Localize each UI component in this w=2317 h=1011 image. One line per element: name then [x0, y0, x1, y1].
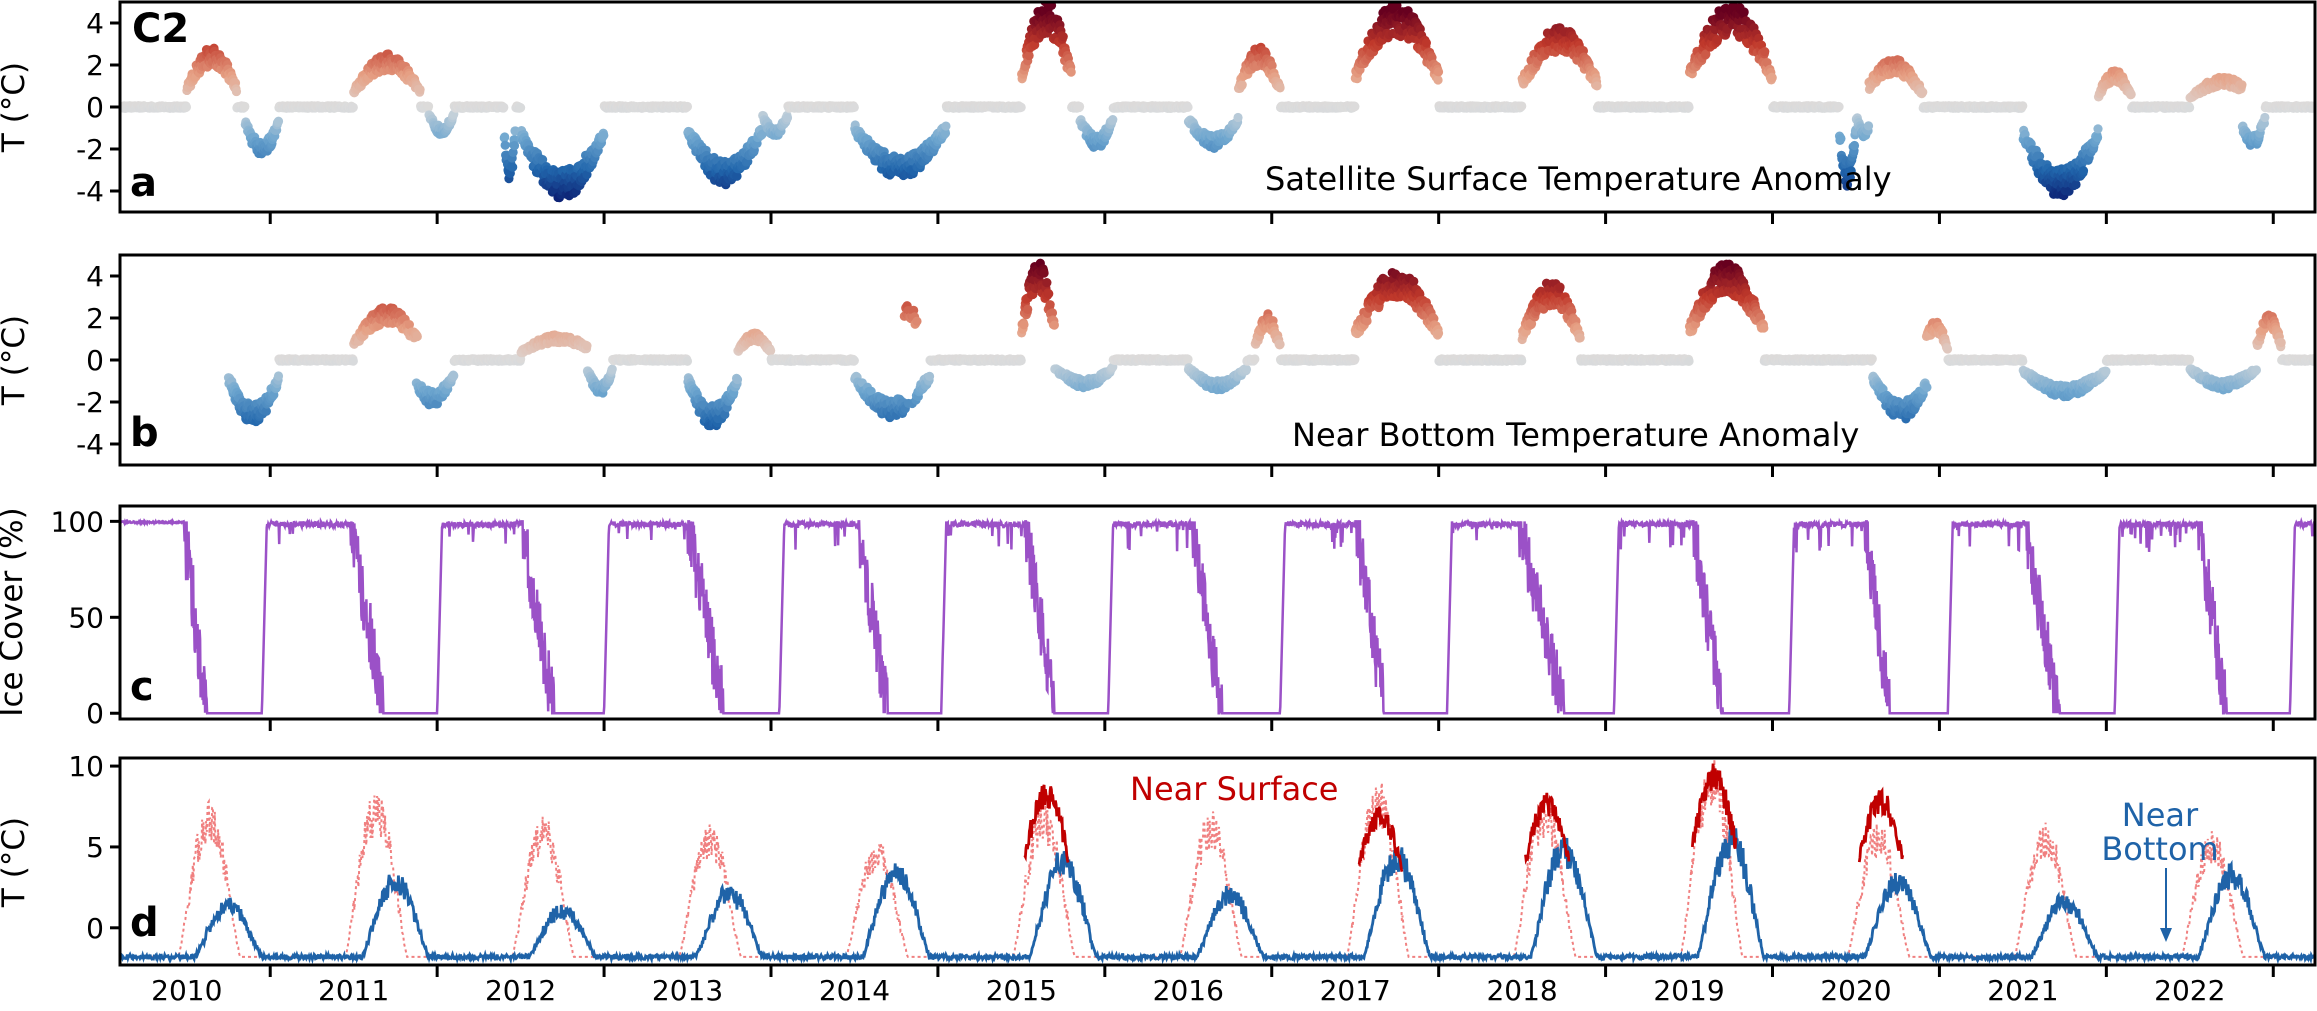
anomaly-point	[500, 132, 510, 142]
anomaly-point	[1836, 133, 1846, 144]
anomaly-point	[1849, 140, 1860, 151]
anomaly-point	[509, 140, 520, 151]
anomaly-point	[941, 121, 951, 131]
anomaly-point	[682, 101, 693, 112]
anomaly-point	[2237, 80, 2247, 90]
anomaly-point	[415, 84, 425, 95]
anomaly-point	[1108, 115, 1118, 125]
anomaly-point	[537, 155, 548, 165]
anomaly-point	[273, 116, 284, 126]
anomaly-point	[1433, 75, 1443, 85]
anomaly-point	[1684, 102, 1694, 112]
anomaly-point	[2078, 166, 2089, 176]
anomaly-point	[1024, 50, 1034, 61]
anomaly-point	[1350, 101, 1360, 112]
anomaly-point	[273, 371, 284, 381]
anomaly-point	[1275, 83, 1285, 93]
anomaly-point	[2093, 124, 2103, 134]
anomaly-point	[1834, 102, 1844, 112]
anomaly-point	[1016, 102, 1026, 112]
anomaly-point	[423, 101, 434, 111]
anomaly-point	[1592, 81, 1602, 91]
anomaly-point	[782, 113, 793, 123]
anomaly-point	[1918, 87, 1928, 97]
anomaly-point	[500, 140, 510, 150]
anomaly-point	[2092, 133, 2103, 143]
anomaly-point	[1760, 47, 1770, 57]
anomaly-point	[2018, 101, 2028, 111]
anomaly-point	[1767, 73, 1777, 83]
anomaly-point	[1517, 101, 1527, 111]
anomaly-point	[1046, 2, 1057, 10]
anomaly-point	[2071, 179, 2081, 190]
anomaly-point	[2185, 103, 2195, 113]
anomaly-point	[2126, 89, 2136, 100]
anomaly-point	[508, 147, 518, 158]
anomaly-point	[181, 102, 192, 112]
anomaly-point	[1421, 38, 1431, 48]
anomaly-point	[1183, 102, 1193, 112]
anomaly-point	[2260, 112, 2270, 123]
anomaly-point	[499, 102, 509, 112]
anomaly-point	[1237, 80, 1247, 90]
y-tick-label: 0	[86, 91, 104, 124]
anomaly-point	[348, 356, 358, 366]
anomaly-point	[1267, 60, 1277, 71]
panel-a-points	[120, 2, 2315, 203]
anomaly-point	[1058, 32, 1068, 42]
station-label: C2	[132, 6, 189, 52]
anomaly-point	[1233, 112, 1243, 123]
anomaly-point	[849, 102, 859, 112]
anomaly-point	[1739, 7, 1749, 17]
y-tick-label: -4	[76, 175, 104, 208]
anomaly-point	[940, 128, 951, 138]
panel-a: -4 -2 0 2 4 T (°C) C2 a Satellite Surface Te…	[0, 0, 2317, 224]
y-tick-label: -2	[76, 133, 104, 166]
anomaly-point	[516, 103, 526, 113]
anomaly-point	[1433, 67, 1444, 77]
anomaly-point	[348, 102, 358, 112]
anomaly-point	[1863, 121, 1874, 131]
panel-a-ylabel: T (°C)	[0, 62, 32, 153]
anomaly-point	[240, 101, 250, 112]
panel-a-letter: a	[130, 160, 157, 206]
anomaly-point	[231, 86, 242, 97]
anomaly-point	[732, 171, 742, 181]
panel-a-xticks	[268, 212, 2275, 224]
anomaly-point	[1066, 67, 1076, 77]
anomaly-point	[757, 129, 767, 139]
panel-b-points	[223, 258, 2315, 431]
panel-a-yaxis: -4 -2 0 2 4	[76, 7, 120, 208]
anomaly-point	[508, 162, 518, 172]
anomaly-point	[1074, 101, 1085, 112]
anomaly-point	[599, 130, 609, 141]
panel-a-annotation: Satellite Surface Temperature Anomaly	[1265, 160, 1892, 198]
y-tick-label: 4	[86, 7, 104, 40]
y-tick-label: 2	[86, 49, 104, 82]
